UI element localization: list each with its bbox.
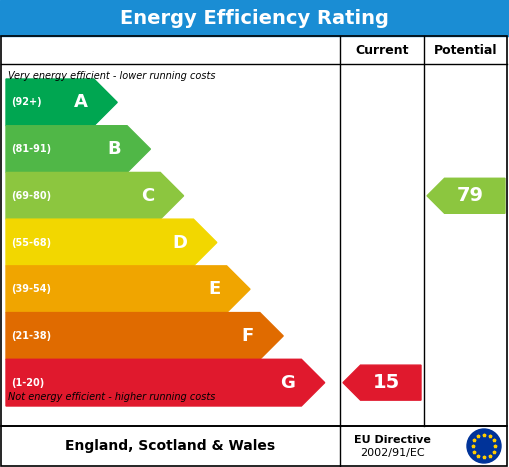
Polygon shape [6, 359, 325, 406]
Polygon shape [6, 266, 250, 312]
Bar [0, 0, 509, 36]
Bar [1, 36, 507, 426]
Polygon shape [6, 312, 283, 359]
Text: (55-68): (55-68) [11, 238, 51, 248]
Text: A: A [74, 93, 88, 111]
Text: (39-54): (39-54) [11, 284, 51, 294]
Text: Energy Efficiency Rating: Energy Efficiency Rating [120, 8, 389, 28]
Text: (21-38): (21-38) [11, 331, 51, 341]
Text: 15: 15 [373, 373, 400, 392]
Text: D: D [173, 234, 187, 252]
Text: Potential: Potential [434, 43, 498, 57]
Text: C: C [141, 187, 154, 205]
Text: EU Directive: EU Directive [354, 435, 431, 445]
Text: England, Scotland & Wales: England, Scotland & Wales [65, 439, 275, 453]
Text: (92+): (92+) [11, 97, 42, 107]
Text: (69-80): (69-80) [11, 191, 51, 201]
Bar [1, 426, 507, 466]
Polygon shape [6, 219, 217, 266]
Text: 79: 79 [457, 186, 484, 205]
Polygon shape [6, 79, 117, 126]
Text: Not energy efficient - higher running costs: Not energy efficient - higher running co… [8, 392, 215, 402]
Text: B: B [107, 140, 121, 158]
Polygon shape [343, 365, 421, 400]
Polygon shape [6, 172, 184, 219]
Text: (1-20): (1-20) [11, 378, 44, 388]
Text: 2002/91/EC: 2002/91/EC [360, 448, 425, 458]
Text: Very energy efficient - lower running costs: Very energy efficient - lower running co… [8, 71, 215, 81]
Polygon shape [6, 126, 151, 172]
Text: Current: Current [355, 43, 409, 57]
Text: E: E [208, 280, 221, 298]
Circle shape [467, 429, 501, 463]
Text: (81-91): (81-91) [11, 144, 51, 154]
Polygon shape [427, 178, 505, 213]
Text: F: F [242, 327, 254, 345]
Text: G: G [280, 374, 295, 392]
